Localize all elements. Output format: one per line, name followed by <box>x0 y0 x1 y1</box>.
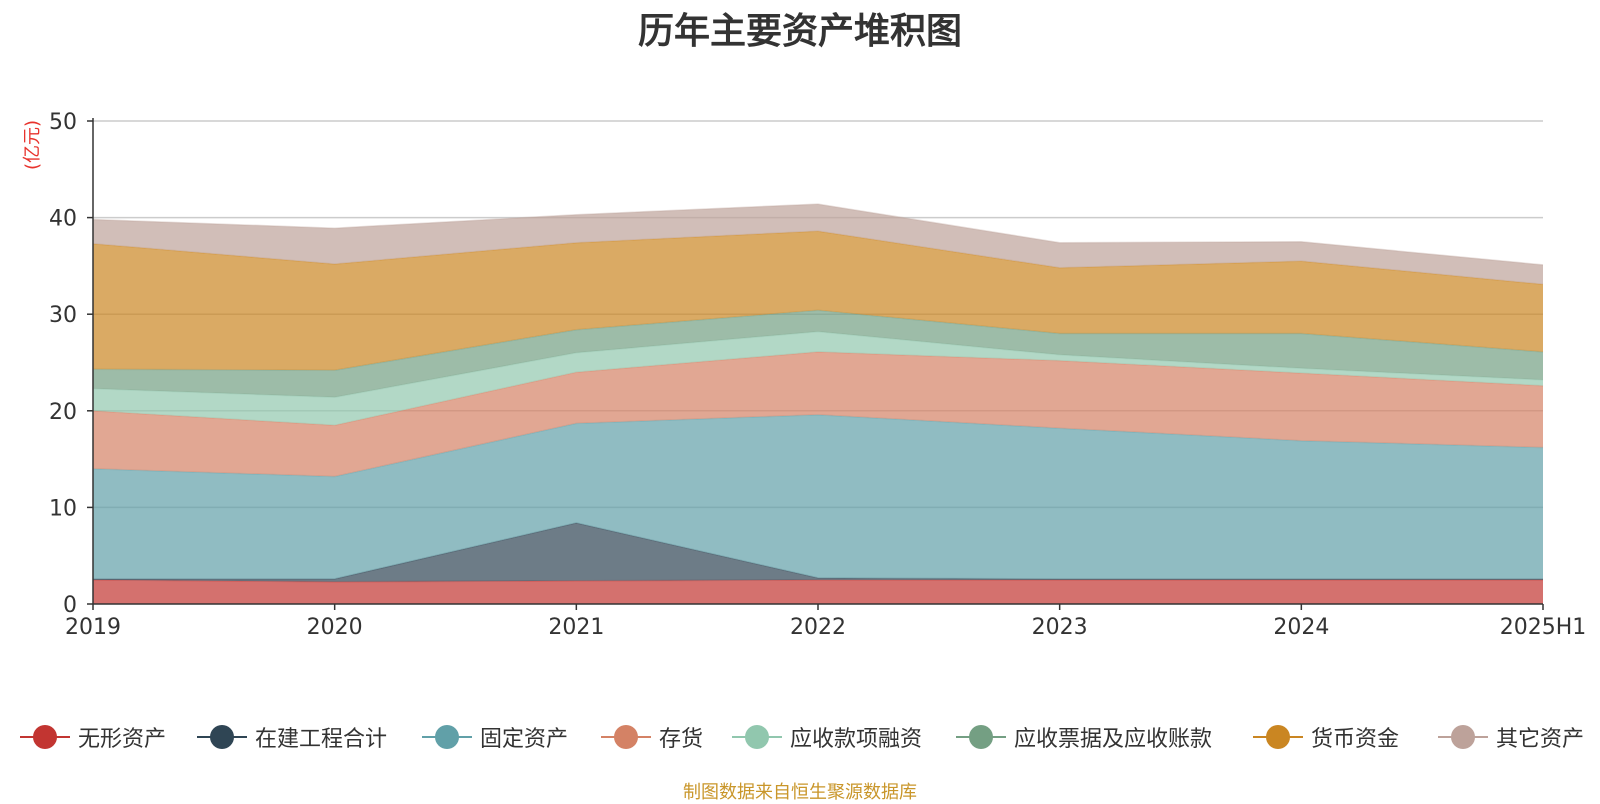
legend-item[interactable]: 固定资产 <box>422 722 568 752</box>
y-tick-label: 0 <box>63 593 77 618</box>
legend-label: 无形资产 <box>78 727 167 752</box>
legend-label: 固定资产 <box>480 727 569 752</box>
y-tick-label: 30 <box>49 303 77 328</box>
legend-item[interactable]: 应收款项融资 <box>732 722 922 752</box>
area-series-8 <box>93 204 1543 285</box>
area-series-2 <box>93 522 1543 582</box>
y-tick-label: 40 <box>49 207 77 232</box>
area-series-5 <box>93 331 1543 426</box>
legend-item[interactable]: 其它资产 <box>1438 722 1584 752</box>
area-series-1 <box>93 579 1543 604</box>
legend-marker <box>422 722 472 752</box>
x-tick-label: 2025H1 <box>1500 615 1587 640</box>
area-series-7 <box>93 231 1543 371</box>
axes <box>87 118 1544 610</box>
x-tick-label: 2024 <box>1273 615 1329 640</box>
legend-label: 货币资金 <box>1311 727 1400 752</box>
legend-label: 在建工程合计 <box>255 727 388 752</box>
legend-label: 应收票据及应收账款 <box>1014 727 1213 752</box>
x-tick-label: 2022 <box>790 615 846 640</box>
legend-item[interactable]: 无形资产 <box>20 722 166 752</box>
source-note: 制图数据来自恒生聚源数据库 <box>683 782 917 803</box>
x-tick-label: 2021 <box>548 615 604 640</box>
y-tick-label: 50 <box>49 110 77 135</box>
legend-label: 其它资产 <box>1496 727 1585 752</box>
legend-item[interactable]: 存货 <box>601 722 703 752</box>
area-series-4 <box>93 351 1543 477</box>
stacked-area-chart: 0 10 20 30 40 50 2019 2020 2021 2022 2023 2024 2025… <box>22 110 1586 640</box>
x-tick-label: 2020 <box>307 615 363 640</box>
y-tick-label: 10 <box>49 496 77 521</box>
y-unit-label: (亿元) <box>22 120 43 170</box>
x-tick-label: 2019 <box>65 615 121 640</box>
chart-title: 历年主要资产堆积图 <box>637 11 962 52</box>
area-series-6 <box>93 310 1543 398</box>
legend-marker <box>197 722 247 752</box>
legend-label: 存货 <box>659 727 704 752</box>
y-tick-labels: 0 10 20 30 40 50 <box>49 110 77 618</box>
x-tick-label: 2023 <box>1032 615 1088 640</box>
legend-marker <box>1438 722 1488 752</box>
legend-item[interactable]: 货币资金 <box>1253 722 1399 752</box>
area-series <box>92 203 1544 604</box>
legend-item[interactable]: 在建工程合计 <box>197 722 387 752</box>
legend-marker <box>732 722 782 752</box>
legend-marker <box>601 722 651 752</box>
y-tick-label: 20 <box>49 400 77 425</box>
legend-item[interactable]: 应收票据及应收账款 <box>956 722 1212 752</box>
x-tick-labels: 2019 2020 2021 2022 2023 2024 2025H1 <box>65 615 1586 640</box>
area-series-3 <box>93 414 1543 579</box>
legend-marker <box>956 722 1006 752</box>
legend: 无形资产 在建工程合计 固定资产 存货 应收款项融资 应收票据及应收账款 货币资金 其它资产 <box>0 722 1600 752</box>
area-series-8-line <box>92 203 1544 266</box>
legend-marker <box>20 722 70 752</box>
legend-marker <box>1253 722 1303 752</box>
legend-label: 应收款项融资 <box>790 727 923 752</box>
